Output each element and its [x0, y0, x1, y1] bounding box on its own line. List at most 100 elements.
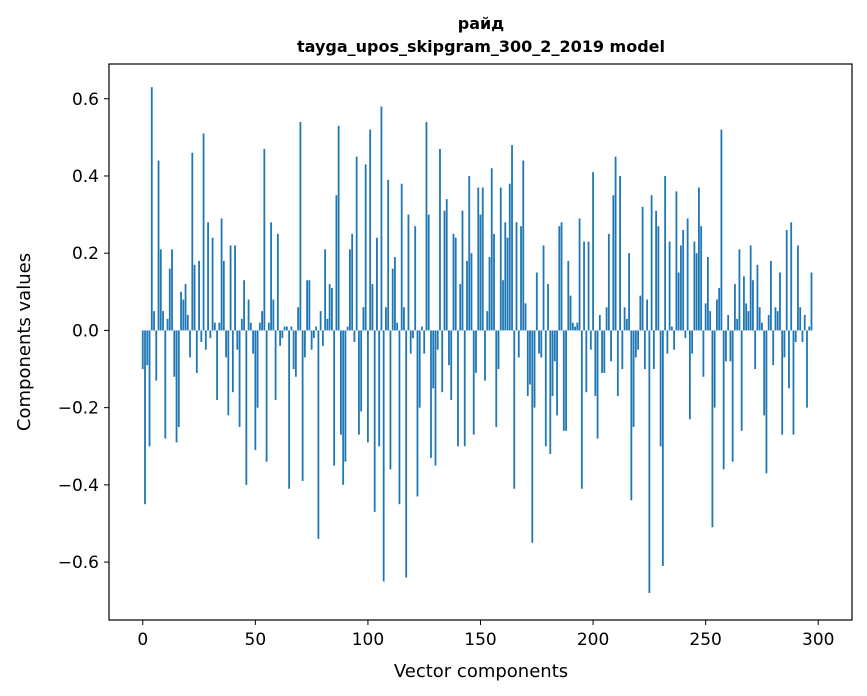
y-tick-label: −0.4	[58, 476, 99, 496]
bar	[542, 245, 545, 331]
bar	[734, 284, 736, 331]
bar	[551, 330, 554, 397]
bar	[682, 230, 685, 331]
bar	[725, 330, 727, 362]
bar	[220, 218, 223, 331]
bar	[808, 326, 811, 331]
bar	[189, 330, 191, 358]
bar	[150, 87, 153, 331]
bar	[364, 164, 367, 331]
bar	[423, 330, 426, 354]
bar	[340, 330, 342, 435]
bar	[301, 330, 304, 481]
bar	[164, 330, 167, 439]
bar	[497, 330, 500, 370]
bar	[308, 280, 311, 331]
bar	[202, 133, 205, 331]
bar	[686, 218, 689, 331]
bar	[625, 318, 628, 331]
bar	[641, 206, 644, 331]
bar	[520, 226, 522, 331]
bar	[648, 330, 651, 593]
bar	[619, 175, 621, 331]
bar	[229, 245, 232, 331]
bar	[643, 330, 646, 370]
y-tick-label: 0.2	[72, 244, 99, 264]
bar	[659, 330, 662, 447]
bar	[418, 330, 421, 408]
bar	[499, 187, 502, 331]
bar	[477, 187, 480, 331]
bar	[587, 241, 590, 331]
bar	[481, 187, 484, 331]
bar	[616, 330, 619, 397]
bar	[173, 330, 176, 377]
bar	[736, 318, 739, 331]
y-tick-label: 0.4	[72, 167, 99, 187]
bar	[414, 226, 417, 331]
bar	[445, 199, 448, 331]
y-tick-label: 0.6	[72, 90, 99, 110]
bar	[790, 222, 793, 331]
bar	[310, 330, 313, 350]
y-tick-label: −0.6	[58, 553, 99, 573]
bar	[222, 260, 225, 331]
bar	[580, 330, 583, 489]
bar	[195, 330, 198, 373]
bar	[303, 330, 306, 358]
bars-group	[141, 87, 813, 593]
bar	[535, 272, 538, 331]
bar	[335, 195, 338, 331]
bar	[182, 299, 185, 331]
bar	[508, 183, 511, 331]
bar	[425, 121, 428, 331]
bar	[276, 233, 279, 331]
bar	[209, 330, 212, 339]
bar	[538, 330, 540, 354]
plot-frame	[108, 63, 853, 621]
bar	[558, 226, 561, 331]
bar	[468, 175, 471, 331]
bar	[522, 160, 525, 331]
bar	[382, 330, 385, 582]
bar	[713, 330, 716, 408]
bar	[700, 226, 703, 331]
x-tick-label: 150	[464, 630, 496, 650]
bar	[263, 148, 266, 331]
bar	[670, 326, 673, 331]
bar	[285, 326, 288, 331]
bar	[504, 222, 507, 331]
bar	[153, 311, 155, 331]
bar	[598, 314, 601, 331]
bar	[358, 330, 360, 435]
bar	[342, 330, 345, 485]
bar	[211, 237, 214, 331]
bar	[788, 330, 790, 389]
bar	[526, 330, 529, 397]
bar	[331, 287, 333, 331]
bar	[506, 237, 509, 331]
bar	[380, 106, 383, 331]
bar	[213, 322, 216, 331]
bar	[470, 253, 473, 331]
chart-title: райд	[458, 14, 504, 33]
x-tick-label: 250	[689, 630, 721, 650]
bar	[634, 330, 637, 358]
bar	[324, 249, 327, 331]
bar	[236, 330, 239, 350]
bar	[785, 230, 788, 331]
bar	[729, 330, 732, 362]
bar	[171, 249, 173, 331]
bar	[193, 264, 196, 331]
bar	[479, 214, 482, 331]
bar	[207, 222, 209, 331]
bar	[351, 233, 354, 331]
bar	[328, 284, 331, 331]
bar	[630, 330, 633, 501]
bar	[409, 330, 412, 354]
x-tick-label: 50	[245, 630, 267, 650]
bar	[227, 330, 230, 416]
bar	[344, 330, 347, 462]
bar	[677, 272, 680, 331]
